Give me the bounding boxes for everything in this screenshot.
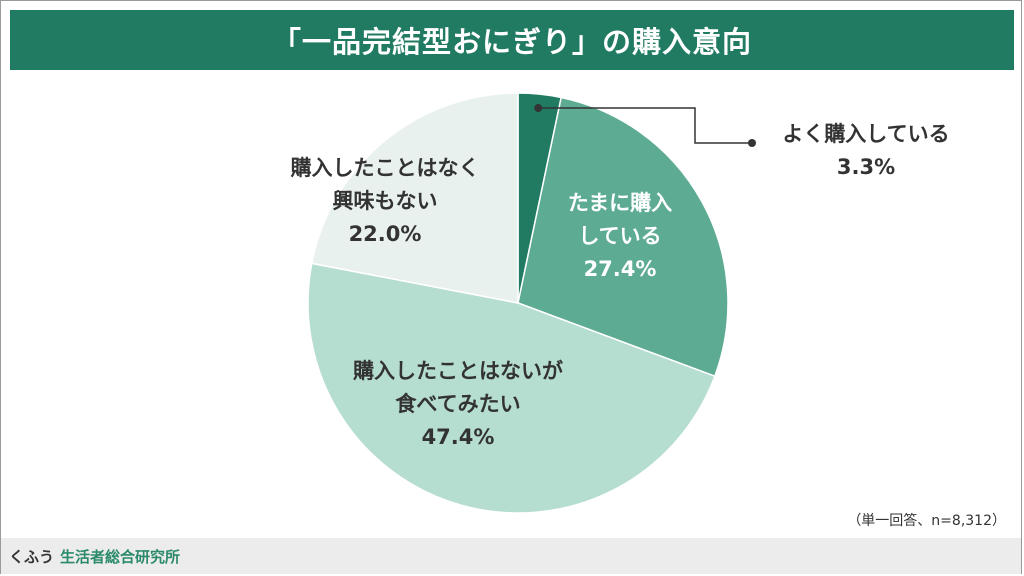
footer-bar: くふう 生活者総合研究所 bbox=[1, 538, 1021, 574]
slice-value-label: 47.4% bbox=[422, 425, 495, 449]
brand-prefix: くふう bbox=[9, 547, 55, 566]
slice-category-label: 食べてみたい bbox=[395, 392, 520, 416]
slice-category-label: 興味もない bbox=[333, 189, 438, 213]
callout-leader-line bbox=[538, 107, 752, 144]
chart-title: 「一品完結型おにぎり」の購入意向 bbox=[10, 10, 1014, 70]
slice-value-label: 22.0% bbox=[349, 222, 422, 246]
slice-category-label: たまに購入 bbox=[568, 191, 672, 215]
pie-slice bbox=[310, 92, 519, 304]
slice-category-label: 購入したことはなく bbox=[290, 156, 480, 180]
sample-note: （単一回答、n=8,312） bbox=[847, 513, 1006, 529]
brand-name: 生活者総合研究所 bbox=[60, 547, 181, 566]
callout-dot-end bbox=[748, 139, 756, 147]
pie-slice bbox=[517, 96, 729, 378]
callout-dot-start bbox=[534, 104, 543, 113]
slice-category-label: している bbox=[578, 224, 661, 248]
pie-slice bbox=[307, 262, 716, 514]
slice-value-label: 27.4% bbox=[584, 257, 657, 281]
slice-value-label: 3.3% bbox=[837, 155, 895, 179]
slice-category-label: 購入したことはないが bbox=[352, 359, 563, 383]
slice-category-label: よく購入している bbox=[782, 122, 949, 146]
